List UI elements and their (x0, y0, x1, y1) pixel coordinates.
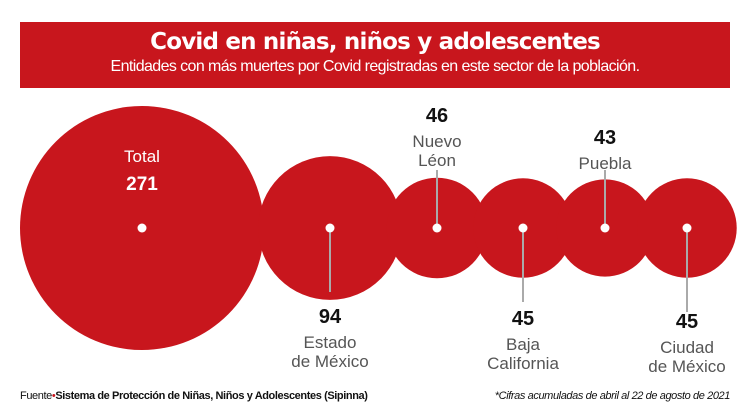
bubble-center-dot (600, 223, 610, 233)
bubble-center-dot (432, 223, 442, 233)
bubble-center-dot (325, 223, 335, 233)
bubble-label: Total (124, 147, 160, 166)
chart-title: Covid en niñas, niños y adolescentes (150, 29, 601, 55)
bubble-label: Léon (418, 151, 456, 170)
bubble-value: 46 (426, 105, 448, 127)
source-credit: Fuente•Sistema de Protección de Niñas, N… (20, 390, 368, 402)
source-prefix: Fuente (20, 390, 52, 402)
source-name: Sistema de Protección de Niñas, Niños y … (55, 390, 368, 402)
chart-header: Covid en niñas, niños y adolescentes Ent… (20, 22, 730, 88)
bubble-value: 45 (676, 311, 698, 333)
bubble-label: de México (648, 357, 725, 376)
bubble-value: 271 (126, 174, 158, 195)
data-note: *Cifras acumuladas de abril al 22 de ago… (494, 390, 731, 402)
bubble-value: 43 (594, 127, 616, 149)
bubble-value: 94 (319, 306, 342, 328)
bubble-label: California (487, 354, 559, 373)
bubble-label: Estado (304, 333, 357, 352)
source-separator: • (51, 390, 56, 402)
bubble-label: de México (291, 352, 368, 371)
bubble-center-dot (137, 223, 147, 233)
bubble-center-dot (682, 223, 692, 233)
bubble-label: Nuevo (412, 132, 461, 151)
bubble-label: Baja (506, 335, 541, 354)
bubble-label: Ciudad (660, 338, 714, 357)
bubble-label: Puebla (579, 154, 632, 173)
bubble-center-dot (518, 223, 528, 233)
chart-subtitle: Entidades con más muertes por Covid regi… (110, 58, 641, 75)
bubble-value: 45 (512, 308, 534, 330)
